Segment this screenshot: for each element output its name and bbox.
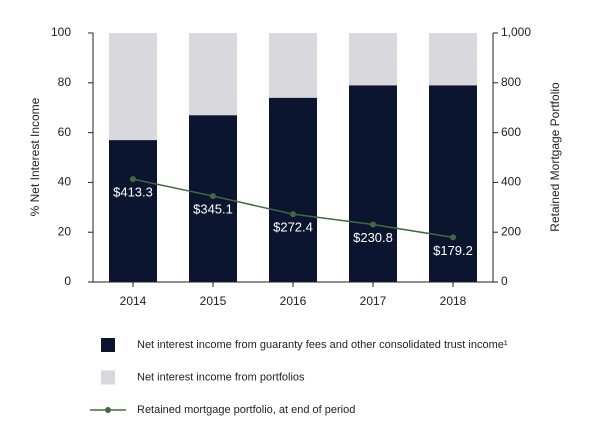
y2-tick-label: 600	[501, 125, 521, 139]
bar-segment	[269, 33, 317, 98]
y-tick-label: 0	[64, 274, 71, 288]
y-tick-label: 40	[58, 175, 72, 189]
data-label: $345.1	[193, 202, 233, 217]
data-label: $413.3	[113, 185, 153, 200]
data-label: $230.8	[353, 230, 393, 245]
legend-swatch	[101, 370, 115, 385]
x-tick-label: 2015	[200, 294, 227, 308]
bar-segment	[269, 97, 317, 283]
y2-axis-title: Retained Mortgage Portfolio	[548, 82, 562, 232]
bar-segment	[109, 33, 157, 141]
y-tick-label: 100	[51, 25, 71, 39]
y2-tick-label: 800	[501, 75, 521, 89]
x-tick-label: 2016	[280, 294, 307, 308]
y-tick-label: 80	[58, 75, 72, 89]
bar-segment	[349, 85, 397, 282]
y2-tick-label: 1,000	[501, 25, 531, 39]
x-tick-label: 2018	[440, 294, 467, 308]
legend-label: Net interest income from guaranty fees a…	[137, 339, 508, 351]
line-point	[210, 193, 216, 200]
data-label: $179.2	[433, 243, 473, 258]
line-point	[290, 211, 296, 218]
bar-segment	[429, 85, 477, 282]
bar-segment	[349, 33, 397, 86]
bar-segment	[429, 33, 477, 86]
line-point	[370, 221, 376, 228]
y2-tick-label: 400	[501, 175, 521, 189]
x-tick-label: 2017	[360, 294, 387, 308]
legend-label: Net interest income from portfolios	[137, 371, 305, 383]
y-tick-label: 60	[58, 125, 72, 139]
y-tick-label: 20	[58, 224, 72, 238]
bar-segment	[109, 140, 157, 282]
bar-segment	[189, 33, 237, 116]
data-label: $272.4	[273, 220, 313, 235]
y-axis-title: % Net Interest Income	[28, 97, 42, 216]
legend-swatch	[101, 338, 115, 352]
legend-point	[105, 407, 111, 413]
x-tick-label: 2014	[120, 294, 147, 308]
y2-tick-label: 0	[501, 274, 508, 288]
y2-tick-label: 200	[501, 224, 521, 238]
line-point	[130, 176, 136, 183]
line-point	[450, 234, 456, 241]
legend-label: Retained mortgage portfolio, at end of p…	[137, 404, 355, 416]
